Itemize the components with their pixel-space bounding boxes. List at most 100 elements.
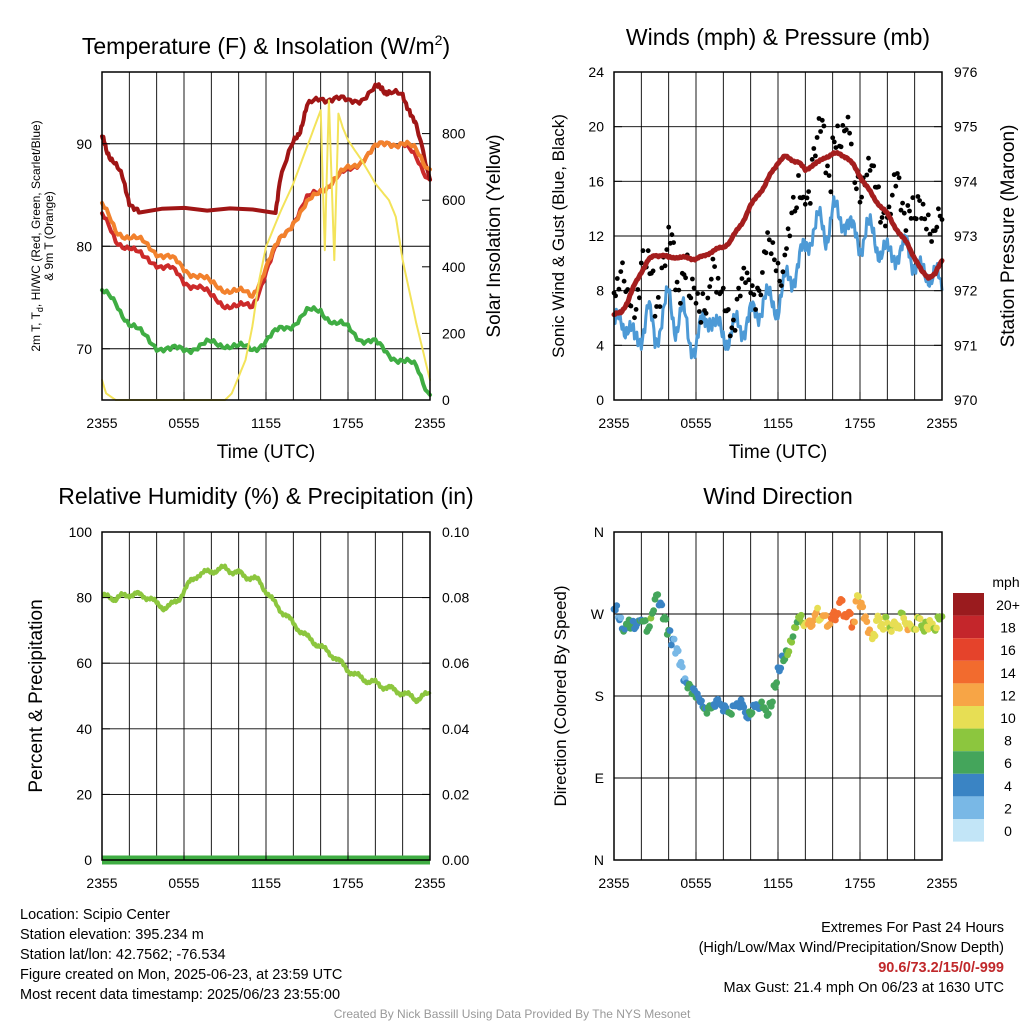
gust-point <box>910 195 916 201</box>
legend-swatch <box>953 638 984 661</box>
direction-point <box>851 618 858 626</box>
gust-point <box>883 223 888 229</box>
gust-point <box>852 180 858 186</box>
gust-point <box>725 307 731 312</box>
direction-point <box>797 611 805 619</box>
legend-label: 14 <box>1000 665 1016 681</box>
direction-point <box>698 697 705 705</box>
rh-xtick-label: 0555 <box>168 875 199 891</box>
gust-point <box>784 246 789 252</box>
direction-point <box>896 625 903 632</box>
gust-point <box>913 216 919 222</box>
station-latlon: Station lat/lon: 42.7562; -76.534 <box>20 947 226 963</box>
gust-point <box>741 265 747 271</box>
gust-point <box>825 163 830 169</box>
gust-point <box>652 313 658 319</box>
gust-point <box>790 194 796 200</box>
temp-panel: Temperature (F) & Insolation (W/m2) 2355… <box>29 32 505 463</box>
gust-point <box>770 240 776 246</box>
gust-point <box>814 135 820 140</box>
direction-point <box>878 620 886 628</box>
gust-point <box>838 144 844 150</box>
gust-point <box>695 291 700 296</box>
rh-ytick-label: 80 <box>76 590 92 606</box>
gust-point <box>925 212 931 218</box>
station-location: Location: Scipio Center <box>20 907 170 923</box>
temp-series-line <box>100 82 432 215</box>
direction-point <box>882 613 890 621</box>
gust-point <box>633 307 639 312</box>
legend-label: 8 <box>1004 733 1012 749</box>
direction-point <box>777 664 785 672</box>
gust-point <box>705 295 711 301</box>
wind-xtick-label: 2355 <box>598 415 629 431</box>
direction-point <box>662 615 670 623</box>
rh-y2tick-label: 0.08 <box>442 590 469 606</box>
pressure-line <box>611 150 945 318</box>
wind-ylabel: Sonic Wind & Gust (Blue, Black) <box>549 114 568 358</box>
gust-point <box>655 295 661 300</box>
temp-xtick-label: 1755 <box>332 415 363 431</box>
gust-point <box>778 283 784 288</box>
direction-point <box>703 709 711 717</box>
wind-xtick-label: 0555 <box>680 415 711 431</box>
gust-point <box>804 195 810 201</box>
dir-ytick-label: N <box>594 524 604 540</box>
gust-point <box>710 256 716 262</box>
direction-point <box>613 602 621 609</box>
gust-point <box>821 123 827 129</box>
direction-point <box>847 610 854 617</box>
gust-point <box>864 172 870 178</box>
gust-point <box>917 198 922 204</box>
wind-y2tick-label: 971 <box>954 337 978 353</box>
direction-point <box>810 617 817 624</box>
gust-point <box>628 303 634 309</box>
gust-point <box>693 300 699 306</box>
gust-point <box>843 127 849 133</box>
gust-point <box>886 204 892 210</box>
legend-swatch <box>953 660 984 684</box>
gust-point <box>878 219 883 225</box>
rh-panel: Relative Humidity (%) & Precipitation (i… <box>26 483 474 891</box>
gust-point <box>739 276 745 281</box>
temp-y2tick-label: 600 <box>442 192 466 208</box>
temp-ylabel: 2m T, Td, HI/WC (Red, Green, Scarlet/Blu… <box>29 120 56 351</box>
legend-swatch <box>953 615 984 639</box>
wind-ytick-label: 8 <box>596 283 604 299</box>
direction-point <box>668 641 675 649</box>
extremes-info: Extremes For Past 24 Hours (High/Low/Max… <box>699 918 1004 998</box>
gust-point <box>635 287 641 292</box>
gust-point <box>908 216 914 221</box>
rh-ytick-label: 40 <box>76 721 92 737</box>
dir-xtick-label: 0555 <box>680 875 711 891</box>
dir-xtick-label: 2355 <box>926 875 957 891</box>
direction-point <box>924 625 932 633</box>
temp-y2tick-label: 200 <box>442 325 466 341</box>
gust-point <box>854 186 859 192</box>
gust-point <box>833 145 839 151</box>
rh-title: Relative Humidity (%) & Precipitation (i… <box>58 483 473 509</box>
direction-point <box>773 679 780 687</box>
gust-point <box>900 200 905 206</box>
direction-point <box>912 626 920 633</box>
gust-point <box>720 285 726 291</box>
gust-point <box>845 114 851 120</box>
rh-ylabel: Percent & Precipitation <box>26 599 47 792</box>
direction-point <box>654 591 662 598</box>
temp-title: Temperature (F) & Insolation (W/m2) <box>82 32 450 59</box>
gust-point <box>920 201 926 207</box>
gust-point <box>772 257 777 263</box>
extremes-values: 90.6/73.2/15/0/-999 <box>878 960 1004 976</box>
gust-point <box>707 284 713 289</box>
wind-series <box>611 114 945 360</box>
wind-panel: Winds (mph) & Pressure (mb) 2355 0555 1155… <box>549 24 1019 463</box>
gust-point <box>664 247 670 253</box>
wind-ytick-label: 16 <box>588 173 604 189</box>
temp-ticks: 2355 0555 1155 1755 2355 70 80 90 0 200 400 600 800 <box>76 126 465 431</box>
gust-point <box>794 205 799 211</box>
gust-point <box>640 248 646 254</box>
direction-point <box>859 603 867 611</box>
direction-point <box>879 625 887 633</box>
gust-point <box>625 287 631 292</box>
